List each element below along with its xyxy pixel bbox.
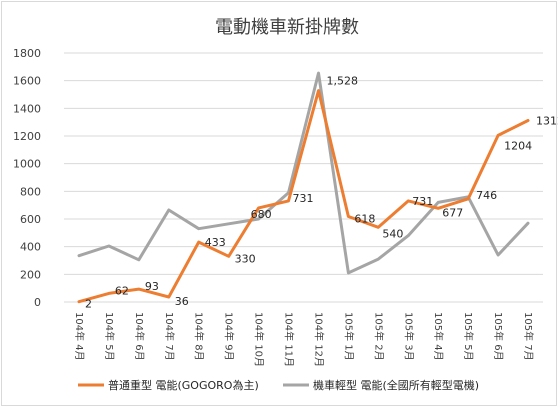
chart-title: 電動機車新掛牌數 xyxy=(215,17,359,38)
x-tick-label: 104年 9月 xyxy=(223,312,236,361)
y-tick-label: 1400 xyxy=(13,102,41,115)
data-label: 433 xyxy=(205,236,226,249)
x-tick-label: 104年 5月 xyxy=(103,312,116,361)
x-tick-label: 105年 1月 xyxy=(342,312,355,361)
y-tick-label: 1600 xyxy=(13,75,41,88)
data-label: 731 xyxy=(412,195,433,208)
x-tick-label: 104年 4月 xyxy=(73,312,86,361)
x-tick-label: 104年 10月 xyxy=(253,312,266,367)
y-tick-label: 200 xyxy=(20,268,41,281)
y-tick-label: 1200 xyxy=(13,130,41,143)
series-line-1 xyxy=(77,71,530,275)
data-label: 1,528 xyxy=(326,75,358,88)
y-tick-label: 800 xyxy=(20,185,41,198)
x-tick-label: 104年 8月 xyxy=(193,312,206,361)
legend-label: 機車輕型 電能(全國所有輕型電機) xyxy=(313,378,479,392)
series-line-0 xyxy=(77,89,530,304)
y-axis-ticks: 0 200 400 600 800 1000 1200 1400 1600 1800 xyxy=(13,47,41,309)
x-tick-label: 104年 7月 xyxy=(163,312,176,361)
data-label: 680 xyxy=(251,208,272,221)
data-label: 618 xyxy=(354,213,375,226)
data-label: 330 xyxy=(235,252,256,265)
data-label: 2 xyxy=(85,298,92,311)
y-tick-label: 400 xyxy=(20,241,41,254)
data-label: 746 xyxy=(476,189,497,202)
y-tick-label: 0 xyxy=(34,296,41,309)
x-tick-label: 104年 6月 xyxy=(133,312,146,361)
legend-label: 普通重型 電能(GOGORO為主) xyxy=(108,378,259,392)
x-axis-ticks: 104年 4月 104年 5月 104年 6月 104年 7月 104年 8月 104年 … xyxy=(73,312,535,367)
x-tick-label: 105年 4月 xyxy=(432,312,445,361)
data-label: 36 xyxy=(175,295,189,308)
data-label: 1312 xyxy=(536,115,558,128)
x-tick-label: 105年 7月 xyxy=(522,312,535,361)
x-tick-label: 105年 3月 xyxy=(402,312,415,361)
x-tick-label: 105年 6月 xyxy=(492,312,505,361)
y-tick-label: 1800 xyxy=(13,47,41,60)
data-labels: 2 62 93 36 433 330 680 731 1,528 618 540 731 677 746 1… xyxy=(85,75,558,311)
legend: 普通重型 電能(GOGORO為主) 機車輕型 電能(全國所有輕型電機) xyxy=(78,378,479,392)
data-label: 731 xyxy=(293,192,314,205)
grid-lines xyxy=(64,52,543,303)
x-tick-label: 105年 2月 xyxy=(372,312,385,361)
data-label: 93 xyxy=(145,280,159,293)
y-tick-label: 1000 xyxy=(13,158,41,171)
x-tick-label: 105年 5月 xyxy=(462,312,475,361)
series-lines xyxy=(77,71,530,304)
y-tick-label: 600 xyxy=(20,213,41,226)
x-tick-label: 104年 12月 xyxy=(312,312,325,367)
data-label: 677 xyxy=(442,206,463,219)
data-label: 62 xyxy=(115,284,129,297)
data-label: 540 xyxy=(382,227,403,240)
data-label: 1204 xyxy=(504,139,532,152)
x-tick-label: 104年 11月 xyxy=(283,312,296,367)
